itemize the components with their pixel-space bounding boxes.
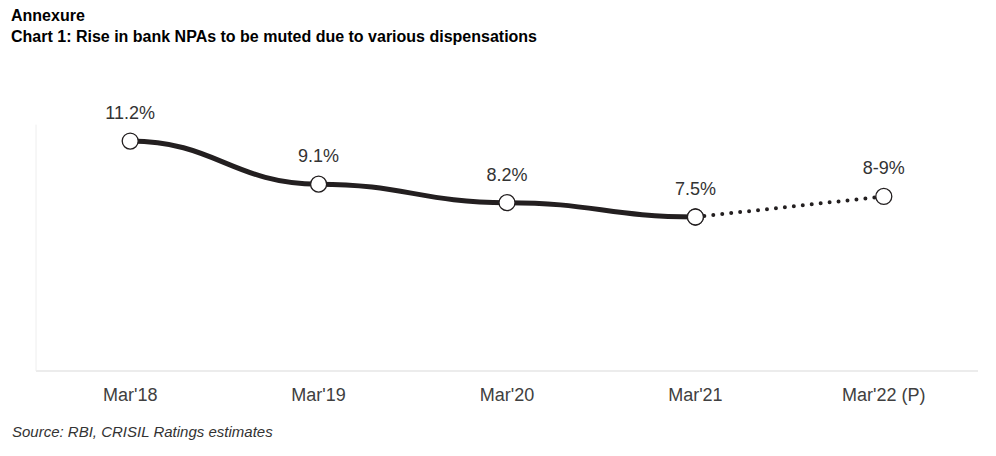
x-tick-label: Mar'21 [668, 385, 722, 405]
data-label: 8-9% [863, 158, 905, 178]
point [311, 176, 327, 192]
data-label: 9.1% [298, 146, 339, 166]
point [687, 209, 703, 225]
line [130, 141, 695, 217]
title: Chart 1: Rise in bank NPAs to be muted d… [11, 28, 537, 45]
x-tick-label: Mar'22 (P) [842, 385, 925, 405]
marks [122, 133, 892, 225]
data-label: 11.2% [105, 103, 155, 123]
x-tick-label: Mar'19 [291, 385, 345, 405]
data-label: 7.5% [675, 179, 716, 199]
chart-svg: Annexure Chart 1: Rise in bank NPAs to be… [0, 0, 996, 456]
x-tick-label: Mar'20 [480, 385, 534, 405]
y-axis-line [36, 125, 37, 371]
x-axis-line [36, 371, 978, 372]
point [687, 209, 703, 225]
point [499, 195, 515, 211]
data-labels: 11.2% 9.1% 8.2% 7.5% 8-9% [105, 103, 904, 199]
point [122, 133, 138, 149]
data-label: 8.2% [486, 165, 527, 185]
point [876, 188, 892, 204]
x-tick-label: Mar'18 [103, 385, 157, 405]
source: Source: RBI, CRISIL Ratings estimates [12, 423, 273, 440]
chart-root: Annexure Chart 1: Rise in bank NPAs to be… [0, 0, 996, 456]
line [695, 196, 883, 217]
annotation: Annexure [11, 7, 85, 24]
